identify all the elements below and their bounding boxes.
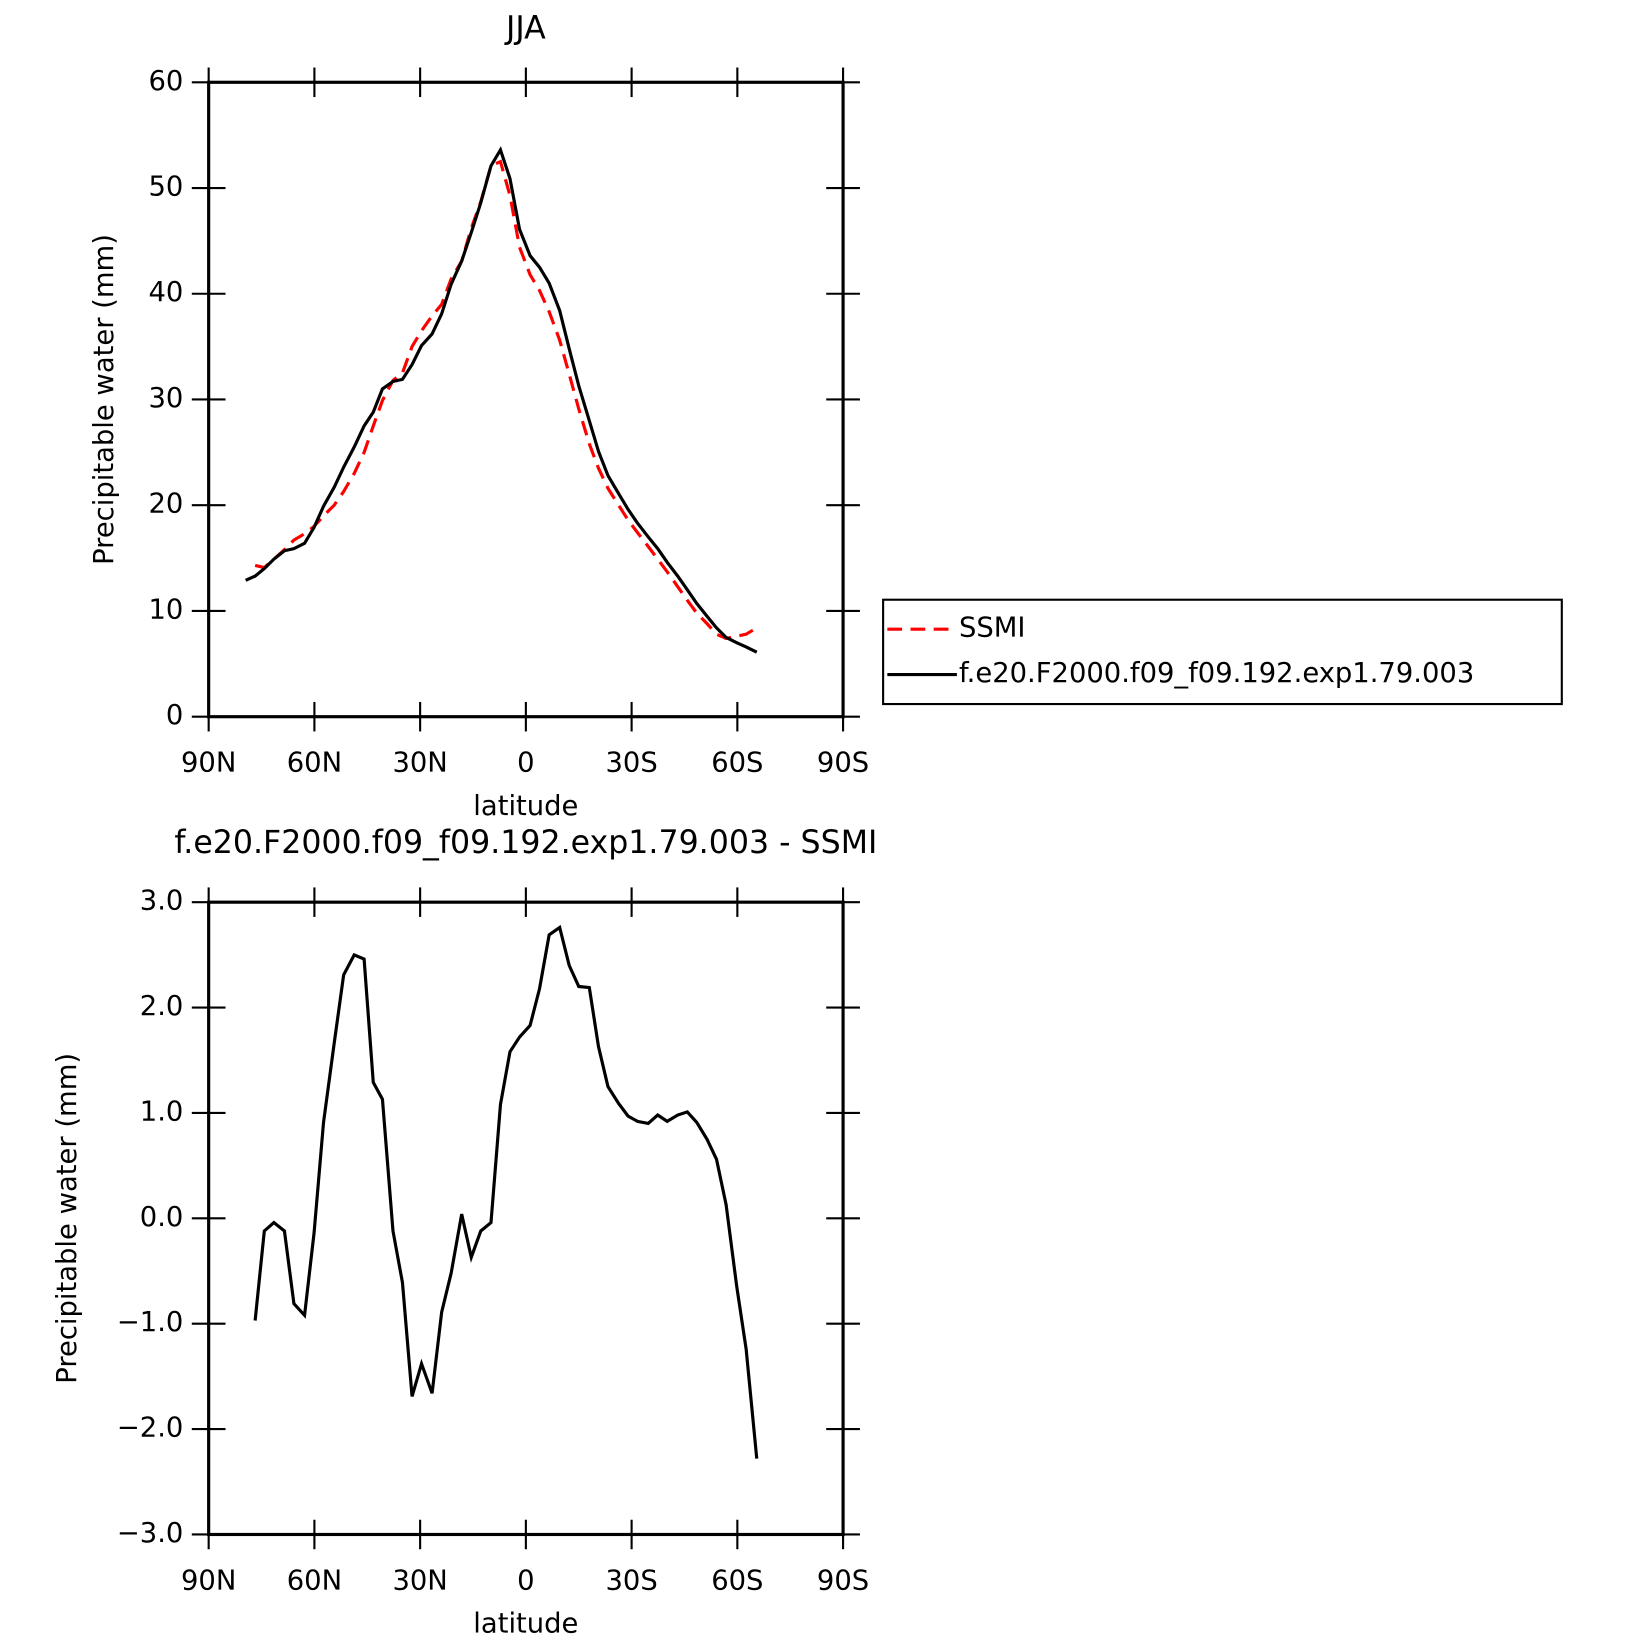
y-tick-label: 30 bbox=[149, 383, 184, 414]
x-tick-label: 30N bbox=[392, 1565, 447, 1596]
x-tick-label: 60S bbox=[711, 1565, 763, 1596]
y-tick-label: −3.0 bbox=[117, 1518, 184, 1549]
x-tick-label: 90S bbox=[817, 1565, 869, 1596]
legend-label: SSMI bbox=[959, 613, 1025, 644]
x-tick-label: 0 bbox=[517, 748, 534, 779]
x-tick-label: 60N bbox=[287, 748, 342, 779]
chart-title: JJA bbox=[504, 11, 546, 47]
y-tick-label: 20 bbox=[149, 489, 184, 520]
y-tick-label: −1.0 bbox=[117, 1307, 184, 1338]
x-axis-label: latitude bbox=[473, 1609, 578, 1640]
plot-frame bbox=[207, 900, 845, 1537]
y-axis-label: Precipitable water (mm) bbox=[52, 1053, 83, 1384]
y-tick-label: 60 bbox=[149, 66, 184, 97]
x-tick-label: 30S bbox=[605, 748, 657, 779]
chart-title: f.e20.F2000.f09_f09.192.exp1.79.003 - SS… bbox=[174, 825, 877, 861]
y-tick-label: 2.0 bbox=[140, 991, 184, 1022]
y-tick-label: 0.0 bbox=[140, 1202, 184, 1233]
x-axis-label: latitude bbox=[473, 791, 578, 822]
x-tick-label: 60N bbox=[287, 1565, 342, 1596]
y-axis-label: Precipitable water (mm) bbox=[89, 234, 120, 565]
y-tick-label: 40 bbox=[149, 277, 184, 308]
y-tick-label: 50 bbox=[149, 172, 184, 203]
x-tick-label: 90S bbox=[817, 748, 869, 779]
x-tick-label: 30S bbox=[605, 1565, 657, 1596]
y-tick-label: 3.0 bbox=[140, 886, 184, 917]
data-line bbox=[253, 924, 759, 1459]
x-tick-label: 60S bbox=[711, 748, 763, 779]
legend-label: f.e20.F2000.f09_f09.192.exp1.79.003 bbox=[959, 658, 1474, 689]
y-tick-label: 10 bbox=[149, 594, 184, 625]
x-tick-label: 90N bbox=[181, 1565, 236, 1596]
y-tick-label: 1.0 bbox=[140, 1096, 184, 1127]
x-tick-label: 30N bbox=[392, 748, 447, 779]
data-line bbox=[254, 159, 758, 641]
x-tick-label: 90N bbox=[181, 748, 236, 779]
x-tick-label: 0 bbox=[517, 1565, 534, 1596]
plot-frame bbox=[207, 80, 845, 719]
y-tick-label: 0 bbox=[166, 700, 183, 731]
data-line bbox=[245, 146, 758, 654]
y-tick-label: −2.0 bbox=[117, 1413, 184, 1444]
legend-box bbox=[882, 598, 1563, 706]
